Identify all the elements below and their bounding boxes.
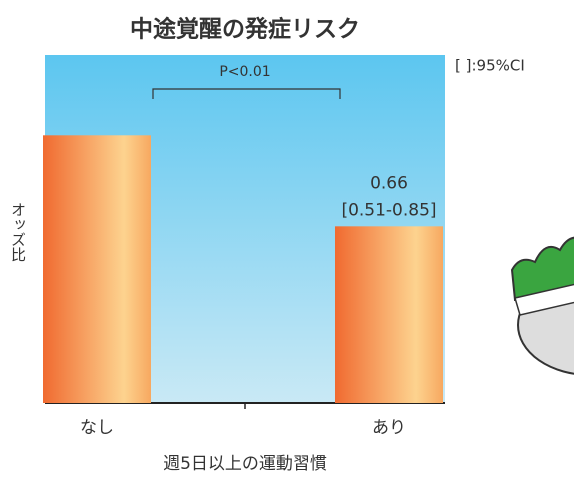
ci-label: [0.51-0.85] (341, 200, 436, 220)
x-tick-label: なし (80, 418, 114, 438)
y-axis-label: オッズ比 (9, 202, 27, 262)
bar (335, 226, 443, 403)
chart-title: 中途覚醒の発症リスク (130, 16, 360, 43)
bar (43, 135, 151, 403)
chart: 中途覚醒の発症リスク P<0.01 [ ]:95%CI オッズ比 週5日以上の運… (0, 0, 574, 478)
p-value: P<0.01 (219, 64, 270, 80)
x-axis-label: 週5日以上の運動習慣 (163, 454, 327, 474)
illustration (512, 238, 574, 375)
value-label: 0.66 (370, 173, 408, 193)
page: 中途覚醒の発症リスク P<0.01 [ ]:95%CI オッズ比 週5日以上の運… (0, 0, 574, 478)
x-tick-label: あり (372, 418, 406, 438)
ci-note: [ ]:95%CI (455, 57, 525, 75)
